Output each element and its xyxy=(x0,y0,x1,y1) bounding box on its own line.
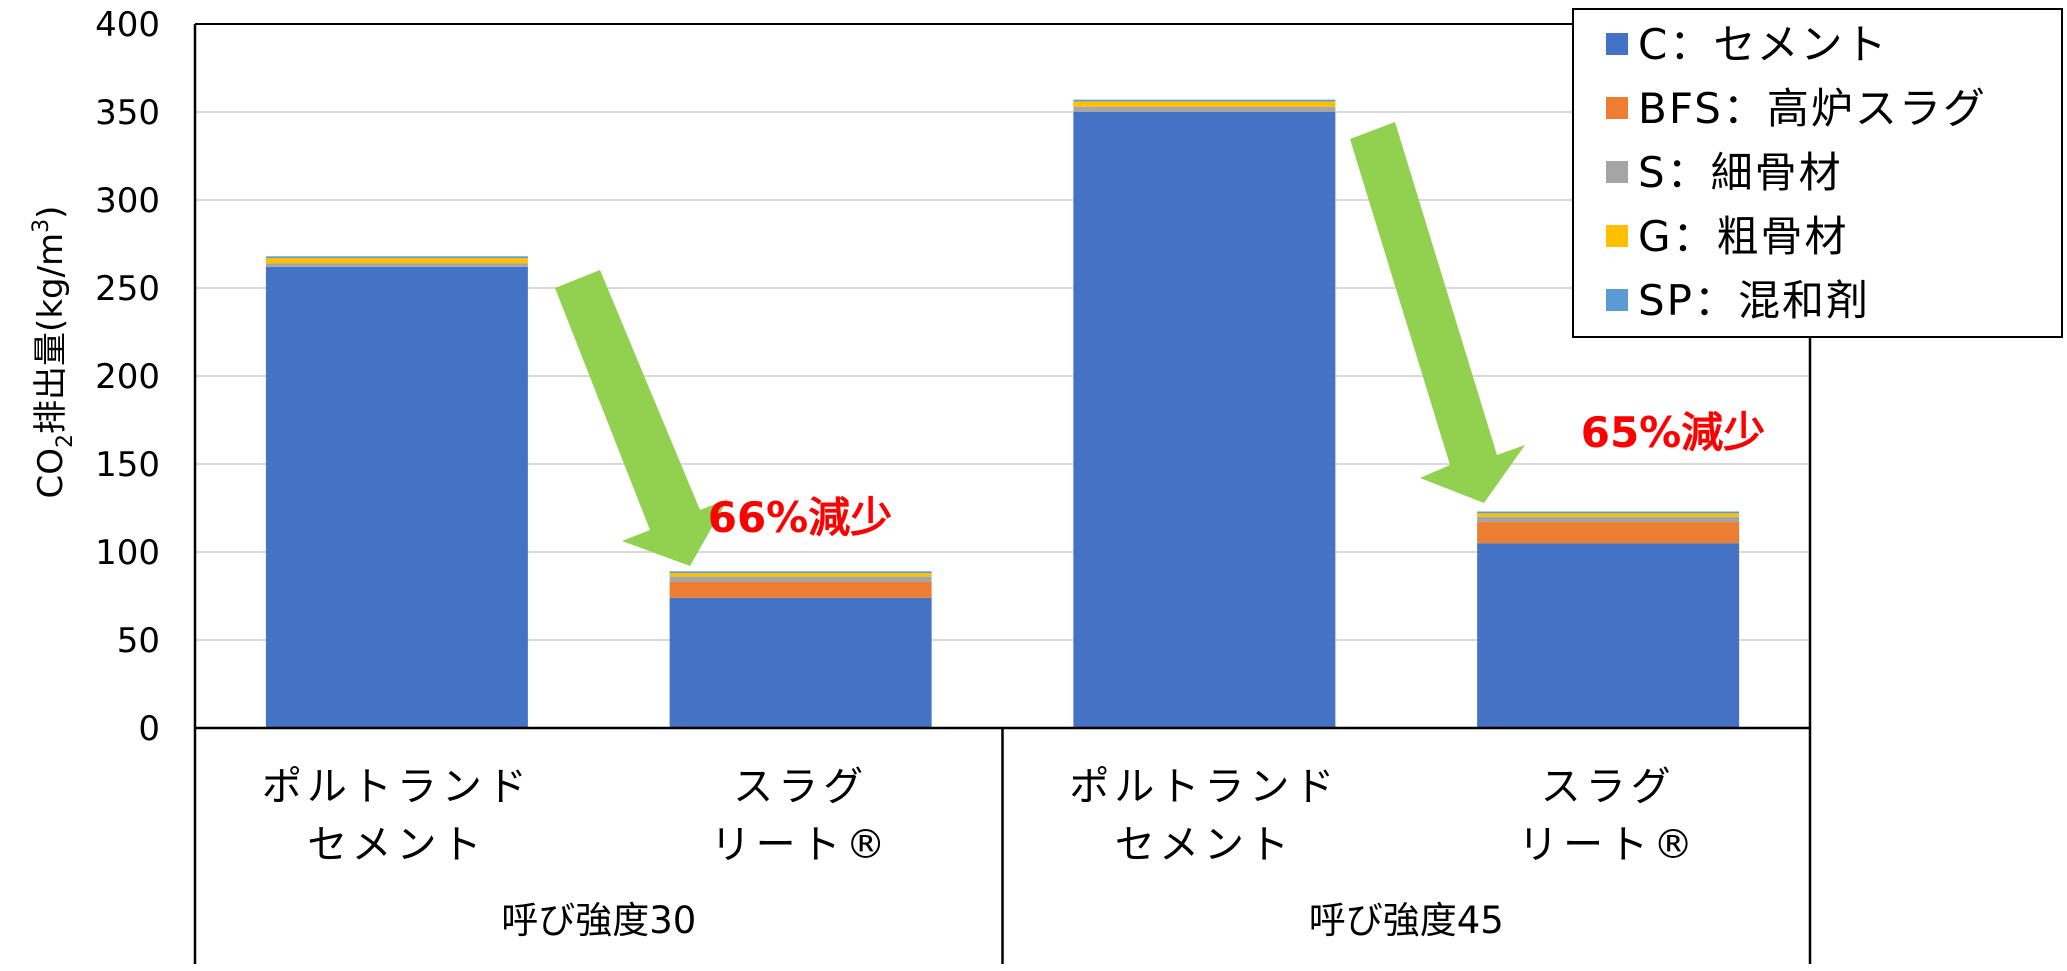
y-tick-label: 400 xyxy=(95,5,160,45)
category-label: ポルトランド xyxy=(1069,764,1339,810)
y-tick-label: 200 xyxy=(95,357,160,397)
legend-label: G：粗骨材 xyxy=(1638,212,1849,261)
legend-label: C：セメント xyxy=(1638,20,1889,69)
y-tick-label: 0 xyxy=(138,709,160,749)
y-axis-label: CO2排出量(kg/m3) xyxy=(29,206,78,499)
y-tick-label: 100 xyxy=(95,533,160,573)
bar-segment xyxy=(265,258,528,264)
group-label: 呼び強度45 xyxy=(1309,899,1504,942)
bar-segment xyxy=(1477,516,1740,523)
legend-label: SP：混和剤 xyxy=(1638,276,1870,325)
category-label: スラグ xyxy=(1541,764,1676,810)
y-tick-label: 150 xyxy=(95,445,160,485)
reduction-annotation-1: 66%減少 xyxy=(708,493,893,542)
category-label: スラグ xyxy=(733,764,868,810)
bar-segment xyxy=(1477,522,1740,544)
y-tick-labels: 0 50 100 150 200 250 300 350 400 xyxy=(95,5,160,749)
group-label: 呼び強度30 xyxy=(501,899,696,942)
legend: C：セメント BFS：高炉スラグ S：細骨材 G：粗骨材 SP：混和剤 xyxy=(1572,8,2063,338)
axes xyxy=(193,23,1812,964)
bar-segment xyxy=(1477,543,1740,728)
bar-segment xyxy=(1477,513,1740,517)
bar-segment xyxy=(265,263,528,267)
bar-segment xyxy=(1073,112,1336,728)
reduction-arrow-1 xyxy=(555,270,728,566)
group-labels: 呼び強度30 呼び強度45 xyxy=(501,899,1504,942)
bar-segment xyxy=(1477,511,1740,514)
bar-segment xyxy=(669,576,932,582)
bar-segment xyxy=(669,571,932,574)
legend-box xyxy=(1572,8,2063,338)
category-label: ポルトランド xyxy=(262,764,532,810)
legend-label: BFS：高炉スラグ xyxy=(1638,84,1987,133)
category-label: セメント xyxy=(307,822,486,868)
category-label: セメント xyxy=(1115,822,1294,868)
reduction-arrow-2 xyxy=(1350,122,1525,503)
bar-stacks xyxy=(265,99,1740,728)
legend-swatch xyxy=(1606,161,1628,183)
bar-segment xyxy=(1073,101,1336,107)
bar-segment xyxy=(1073,106,1336,112)
legend-swatch xyxy=(1606,33,1628,55)
legend-label: S：細骨材 xyxy=(1638,148,1843,197)
bar-segment xyxy=(265,266,528,728)
y-tick-label: 350 xyxy=(95,93,160,133)
legend-swatch xyxy=(1606,225,1628,247)
category-label: リート® xyxy=(1518,822,1698,868)
bar-segment xyxy=(1073,99,1336,102)
y-tick-label: 50 xyxy=(117,621,160,661)
bar-segment xyxy=(669,581,932,598)
y-tick-label: 300 xyxy=(95,181,160,221)
category-label: リート® xyxy=(711,822,891,868)
legend-swatch xyxy=(1606,97,1628,119)
bar-segment xyxy=(669,597,932,728)
bar-segment xyxy=(265,256,528,259)
bar-segment xyxy=(669,573,932,577)
reduction-annotation-2: 65%減少 xyxy=(1581,408,1766,457)
legend-swatch xyxy=(1606,289,1628,311)
y-tick-label: 250 xyxy=(95,269,160,309)
